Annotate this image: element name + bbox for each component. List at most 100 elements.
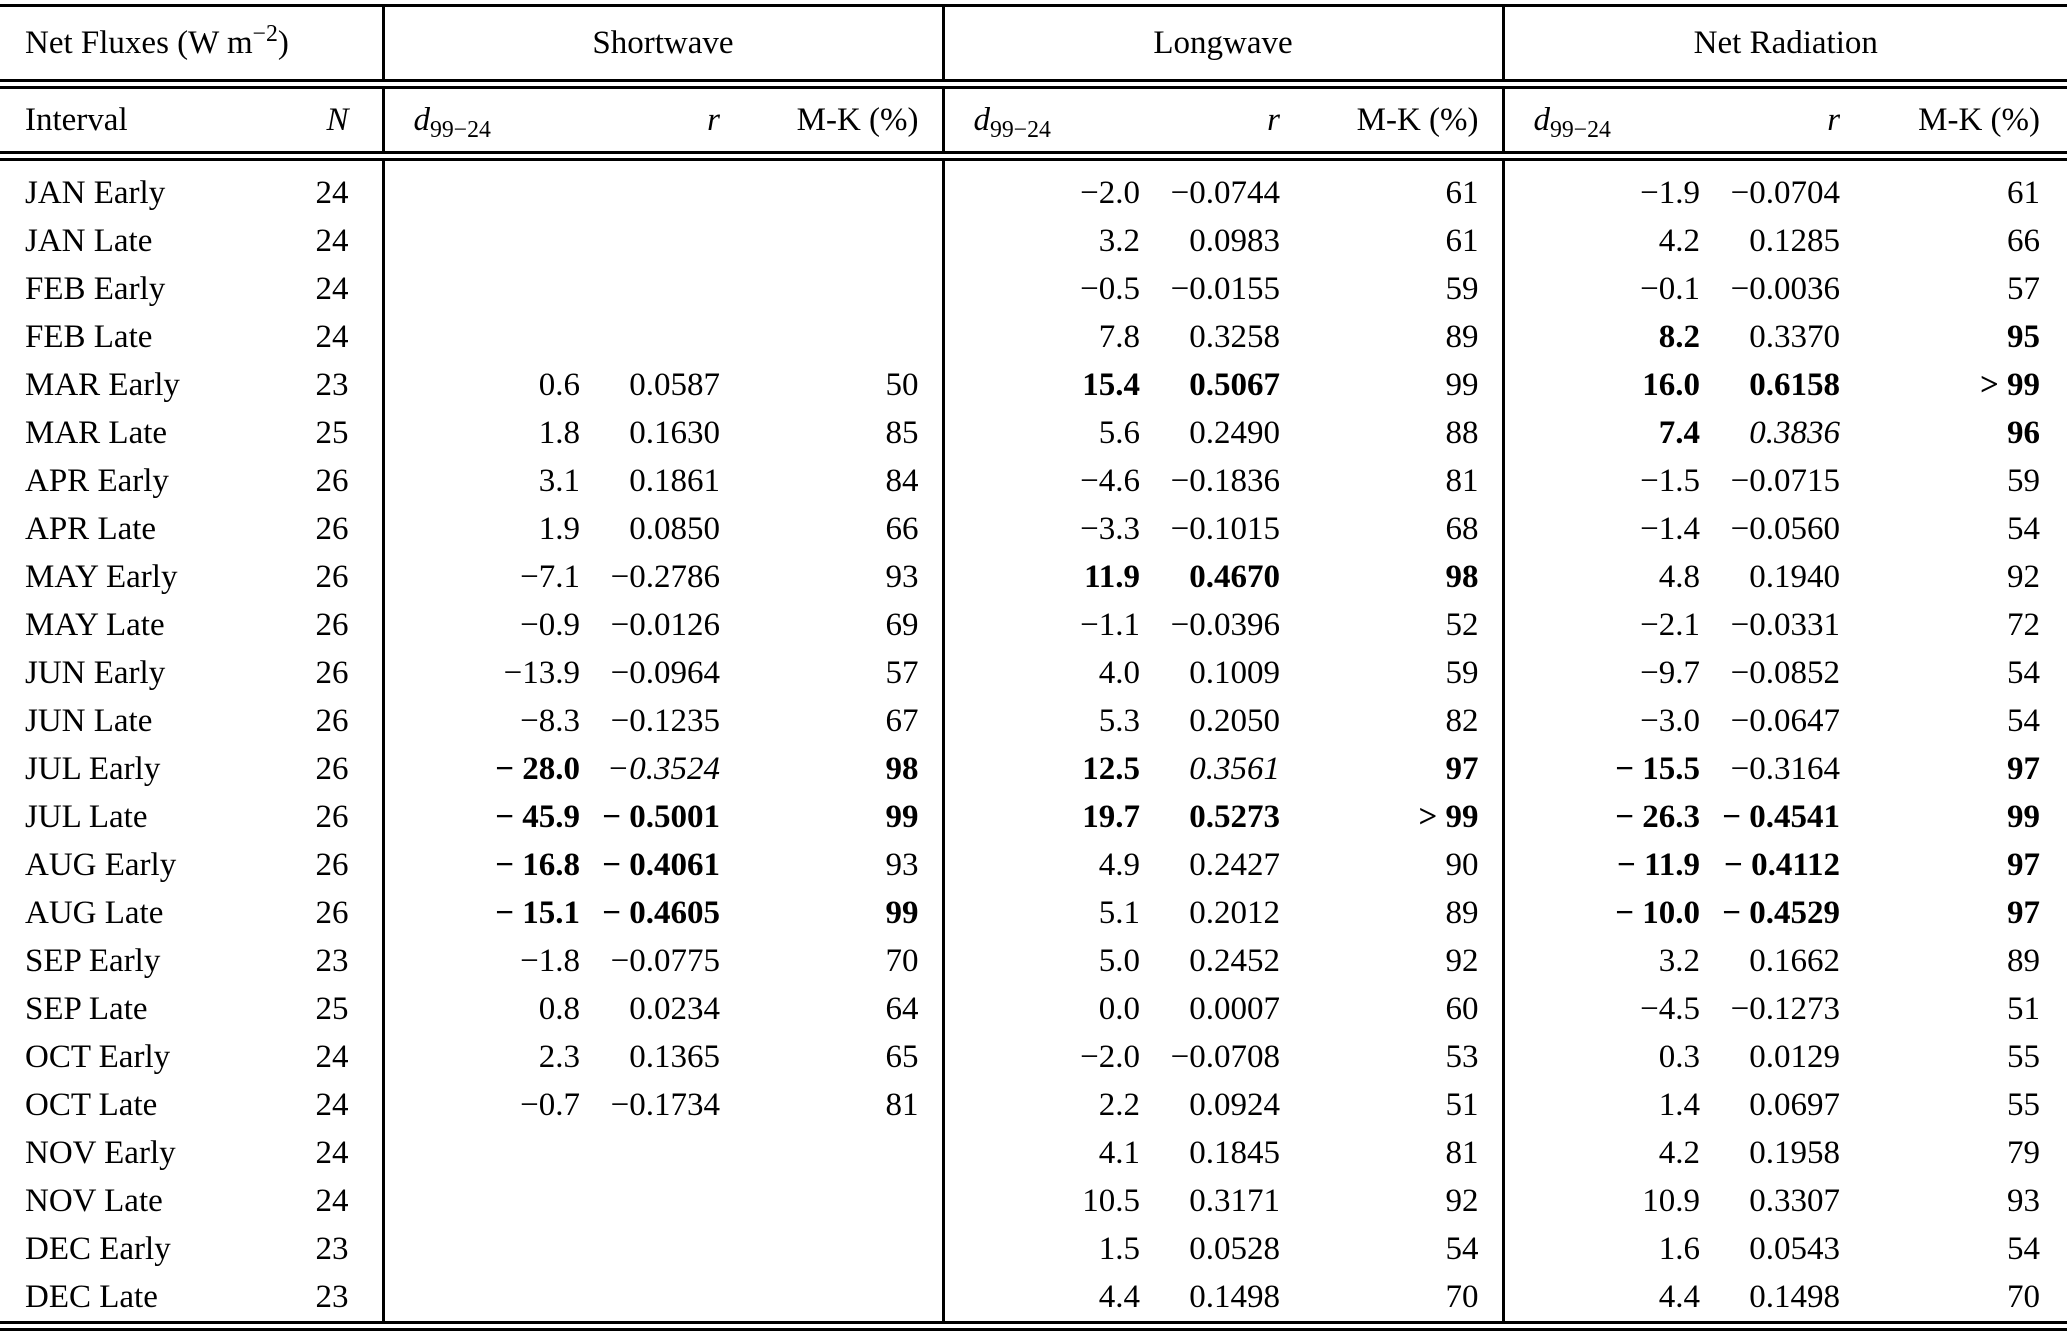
cell-n: 23 <box>315 367 349 403</box>
cell-shortwave-d <box>381 1129 580 1177</box>
group-header-row: Net Fluxes (W m−2) Shortwave Longwave Ne… <box>0 5 2067 89</box>
cell-shortwave-mk: 64 <box>885 991 919 1027</box>
cell-netradiation-mk: 54 <box>2007 511 2041 547</box>
n-label: N <box>326 101 349 138</box>
cell-shortwave-r: 0.1365 <box>629 1039 720 1075</box>
cell-netradiation-r: − 0.4112 <box>1724 847 1841 883</box>
column-header-lw-mk: M-K (%) <box>1280 84 1504 161</box>
cell-netradiation-mk: 93 <box>2007 1183 2041 1219</box>
cell-shortwave-d <box>381 1177 580 1225</box>
cell-netradiation-mk: 54 <box>2007 1231 2041 1267</box>
cell-netradiation-r: 0.1285 <box>1749 223 1841 259</box>
table-row: MAY Early 26 −7.1 −0.2786 93 11.9 0.4670… <box>0 553 2067 601</box>
cell-longwave-r: 0.1845 <box>1189 1135 1280 1171</box>
cell-shortwave-r: − 0.4605 <box>602 895 720 931</box>
cell-netradiation-r: − 0.4541 <box>1722 799 1841 835</box>
cell-interval: NOV Late <box>25 1183 163 1219</box>
cell-shortwave-d: 1.9 <box>381 505 580 553</box>
cell-longwave-r: 0.0007 <box>1189 991 1280 1027</box>
cell-shortwave-d <box>381 217 580 265</box>
cell-netradiation-d: 4.4 <box>1501 1273 1701 1331</box>
cell-interval: JUN Early <box>25 655 166 691</box>
cell-netradiation-mk: 92 <box>2007 559 2041 595</box>
cell-shortwave-d: −1.8 <box>381 937 580 985</box>
cell-longwave-r: −0.0155 <box>1170 271 1280 307</box>
cell-netradiation-mk: 59 <box>2007 463 2041 499</box>
table-row: MAY Late 26 −0.9 −0.0126 69 −1.1 −0.0396… <box>0 601 2067 649</box>
cell-longwave-mk: 92 <box>1445 1183 1479 1219</box>
d-subscript: 99−24 <box>1550 116 1611 143</box>
column-header-nr-r: r <box>1700 84 1841 161</box>
table-row: JUN Early 26 −13.9 −0.0964 57 4.0 0.1009… <box>0 649 2067 697</box>
cell-netradiation-mk: 99 <box>2007 799 2041 835</box>
cell-longwave-mk: 60 <box>1445 991 1479 1027</box>
cell-interval: JAN Early <box>25 175 166 211</box>
column-header-lw-r: r <box>1140 84 1280 161</box>
cell-netradiation-d: −1.4 <box>1501 505 1701 553</box>
table-row: JUL Late 26 − 45.9 − 0.5001 99 19.7 0.52… <box>0 793 2067 841</box>
cell-netradiation-r: 0.0697 <box>1749 1087 1841 1123</box>
cell-shortwave-mk: 81 <box>885 1087 919 1123</box>
cell-shortwave-mk <box>720 156 943 217</box>
table-row: FEB Early 24 −0.5 −0.0155 59 −0.1 −0.003… <box>0 265 2067 313</box>
cell-longwave-d: 4.1 <box>941 1129 1140 1177</box>
cell-interval: JUL Early <box>25 751 161 787</box>
d-label: d <box>1533 101 1551 138</box>
cell-n: 26 <box>315 799 349 835</box>
cell-n: 26 <box>315 511 349 547</box>
cell-netradiation-r: 0.0129 <box>1749 1039 1841 1075</box>
cell-netradiation-r: −0.0647 <box>1730 703 1841 739</box>
table-body: JAN Early 24 −2.0 −0.0744 61 −1.9 −0.070… <box>0 156 2067 1331</box>
table-row: JAN Early 24 −2.0 −0.0744 61 −1.9 −0.070… <box>0 156 2067 217</box>
cell-shortwave-d <box>381 1273 580 1331</box>
cell-netradiation-d: − 10.0 <box>1501 889 1701 937</box>
cell-shortwave-r: −0.1235 <box>610 703 720 739</box>
cell-longwave-d: 15.4 <box>941 361 1140 409</box>
cell-longwave-r: 0.0528 <box>1189 1231 1280 1267</box>
cell-longwave-d: −1.1 <box>941 601 1140 649</box>
cell-longwave-r: 0.0924 <box>1189 1087 1280 1123</box>
cell-n: 24 <box>315 319 349 355</box>
cell-netradiation-mk: 89 <box>2007 943 2041 979</box>
column-header-interval: Interval <box>0 84 230 161</box>
table-row: APR Late 26 1.9 0.0850 66 −3.3 −0.1015 6… <box>0 505 2067 553</box>
cell-shortwave-d <box>381 156 580 217</box>
cell-shortwave-mk: 67 <box>885 703 919 739</box>
cell-longwave-r: 0.2050 <box>1189 703 1280 739</box>
cell-n: 23 <box>230 1273 383 1331</box>
cell-netradiation-mk: 54 <box>2007 703 2041 739</box>
d-label: d <box>973 101 991 138</box>
cell-interval: SEP Late <box>25 991 148 1027</box>
cell-shortwave-d: −13.9 <box>381 649 580 697</box>
cell-shortwave-mk: 66 <box>885 511 919 547</box>
cell-netradiation-d: −2.1 <box>1501 601 1701 649</box>
cell-netradiation-mk: 97 <box>2007 847 2041 883</box>
cell-netradiation-d: 10.9 <box>1501 1177 1701 1225</box>
cell-interval: NOV Early <box>25 1135 176 1171</box>
cell-shortwave-mk: 99 <box>885 895 919 931</box>
cell-longwave-r: 0.2427 <box>1189 847 1280 883</box>
cell-netradiation-d: −4.5 <box>1501 985 1701 1033</box>
table-row: FEB Late 24 7.8 0.3258 89 8.2 0.3370 95 <box>0 313 2067 361</box>
cell-netradiation-d: −9.7 <box>1501 649 1701 697</box>
cell-longwave-d: −3.3 <box>941 505 1140 553</box>
cell-shortwave-d <box>381 1225 580 1273</box>
cell-netradiation-d: − 15.5 <box>1501 745 1701 793</box>
cell-netradiation-d: 7.4 <box>1501 409 1701 457</box>
cell-longwave-mk: 81 <box>1445 463 1479 499</box>
cell-shortwave-mk: 93 <box>885 847 919 883</box>
cell-netradiation-d: −0.1 <box>1501 265 1701 313</box>
cell-shortwave-mk <box>720 217 943 265</box>
cell-netradiation-r: −0.0560 <box>1730 511 1841 547</box>
cell-longwave-r: −0.0396 <box>1170 607 1280 643</box>
cell-netradiation-mk: 72 <box>2007 607 2041 643</box>
table-row: MAR Late 25 1.8 0.1630 85 5.6 0.2490 88 … <box>0 409 2067 457</box>
cell-shortwave-r <box>580 265 720 313</box>
cell-interval: FEB Early <box>25 271 166 307</box>
column-header-nr-mk: M-K (%) <box>1840 84 2067 161</box>
cell-netradiation-r: −0.1273 <box>1730 991 1841 1027</box>
cell-n: 26 <box>315 559 349 595</box>
cell-longwave-r: 0.0983 <box>1189 223 1280 259</box>
table-row: MAR Early 23 0.6 0.0587 50 15.4 0.5067 9… <box>0 361 2067 409</box>
cell-longwave-d: 2.2 <box>941 1081 1140 1129</box>
